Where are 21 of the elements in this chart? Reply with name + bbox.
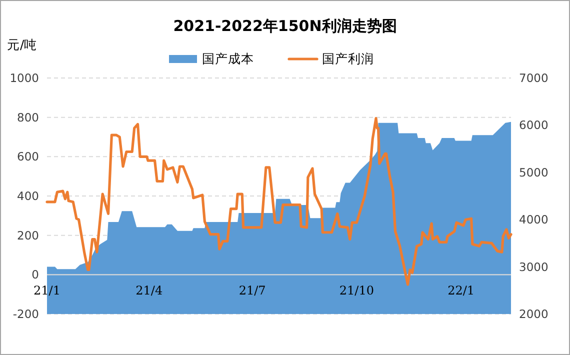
- x-tick-label: 22/1: [448, 284, 475, 298]
- y2-tick-label: 7000: [519, 71, 548, 85]
- y2-tick-label: 4000: [519, 212, 548, 227]
- y-tick-label: -200: [12, 307, 39, 321]
- y-tick-label: 0: [32, 268, 39, 282]
- x-tick-label: 21/4: [136, 284, 163, 298]
- y-tick-label: 200: [17, 228, 39, 242]
- y-tick-label: 1000: [10, 71, 39, 85]
- x-tick-label: 21/7: [238, 284, 266, 298]
- legend-label: 国产利润: [322, 51, 374, 66]
- y2-tick-label: 3000: [519, 260, 548, 274]
- chart-title: 2021-2022年150N利润走势图: [173, 17, 397, 35]
- y-axis-title: 元/吨: [7, 37, 38, 52]
- y-tick-label: 600: [17, 150, 39, 164]
- legend-label: 国产成本: [202, 51, 254, 66]
- y2-tick-label: 2000: [519, 307, 548, 321]
- y-tick-label: 400: [17, 189, 39, 203]
- y-tick-label: 800: [17, 110, 39, 124]
- y2-tick-label: 6000: [519, 118, 548, 132]
- x-tick-label: 21/10: [339, 284, 374, 298]
- y2-tick-label: 5000: [519, 165, 548, 180]
